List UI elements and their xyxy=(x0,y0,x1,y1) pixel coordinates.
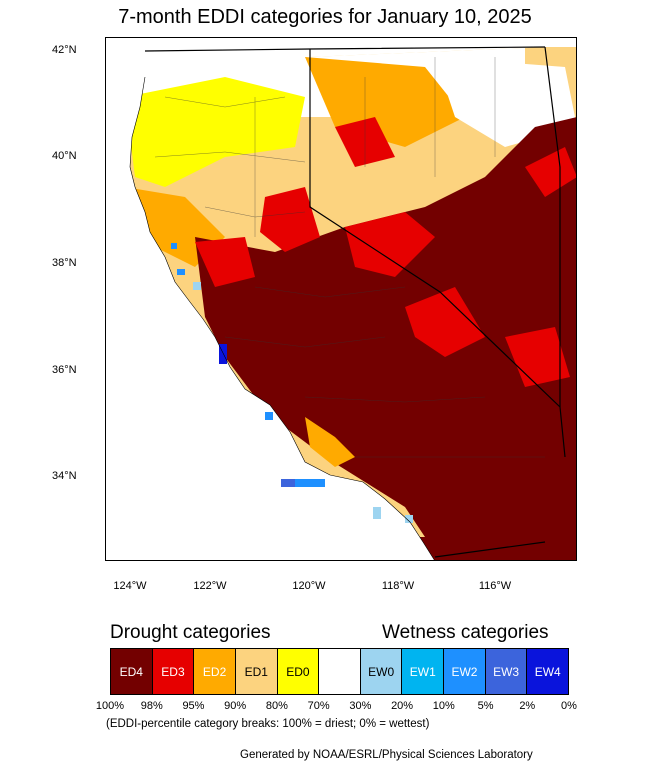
lat-label: 34°N xyxy=(52,470,77,482)
county-lines xyxy=(154,57,545,458)
category-note: (EDDI-percentile category breaks: 100% =… xyxy=(106,718,430,730)
land-shading xyxy=(130,47,577,561)
lat-label: 40°N xyxy=(52,150,77,162)
lon-label: 122°W xyxy=(193,580,227,592)
legend-swatch: EW1 xyxy=(402,649,445,694)
credit-line: Generated by NOAA/ESRL/Physical Sciences… xyxy=(240,749,533,761)
wetness-heading: Wetness categories xyxy=(382,622,549,643)
legend-swatch: ED3 xyxy=(152,649,195,694)
break-label: 0% xyxy=(561,700,577,712)
lat-label: 42°N xyxy=(52,44,77,56)
lon-label: 124°W xyxy=(113,580,147,592)
lon-label: 120°W xyxy=(292,580,326,592)
break-label: 70% xyxy=(307,700,330,712)
legend-swatch: EW4 xyxy=(527,649,569,694)
coastline xyxy=(129,76,436,561)
legend-swatch: ED2 xyxy=(194,649,236,694)
eddi-map xyxy=(105,37,577,561)
break-label: 30% xyxy=(349,700,372,712)
break-label: 95% xyxy=(182,700,205,712)
category-legend: ED4 ED3 ED2 ED1 ED0 EW0 EW1 EW2 EW3 EW4 xyxy=(110,648,569,695)
legend-swatch: EW3 xyxy=(485,649,528,694)
break-label: 98% xyxy=(140,700,163,712)
wetness-cells xyxy=(171,243,413,523)
break-label: 2% xyxy=(519,700,536,712)
lat-label: 36°N xyxy=(52,364,77,376)
map-title: 7-month EDDI categories for January 10, … xyxy=(118,6,532,28)
legend-swatch: ED0 xyxy=(277,649,320,694)
drought-heading: Drought categories xyxy=(110,622,271,643)
legend-swatch: EW2 xyxy=(444,649,486,694)
break-label: 90% xyxy=(224,700,247,712)
legend-swatch xyxy=(319,649,361,694)
legend-swatch: ED4 xyxy=(111,649,153,694)
break-label: 10% xyxy=(432,700,455,712)
state-boundaries xyxy=(144,46,566,558)
break-label: 100% xyxy=(95,700,125,712)
legend-swatch: EW0 xyxy=(360,649,403,694)
lon-label: 116°W xyxy=(478,580,512,592)
lon-label: 118°W xyxy=(381,580,415,592)
break-label: 80% xyxy=(265,700,288,712)
lat-label: 38°N xyxy=(52,257,77,269)
legend-swatch: ED1 xyxy=(235,649,278,694)
break-label: 5% xyxy=(477,700,494,712)
break-label: 20% xyxy=(391,700,414,712)
